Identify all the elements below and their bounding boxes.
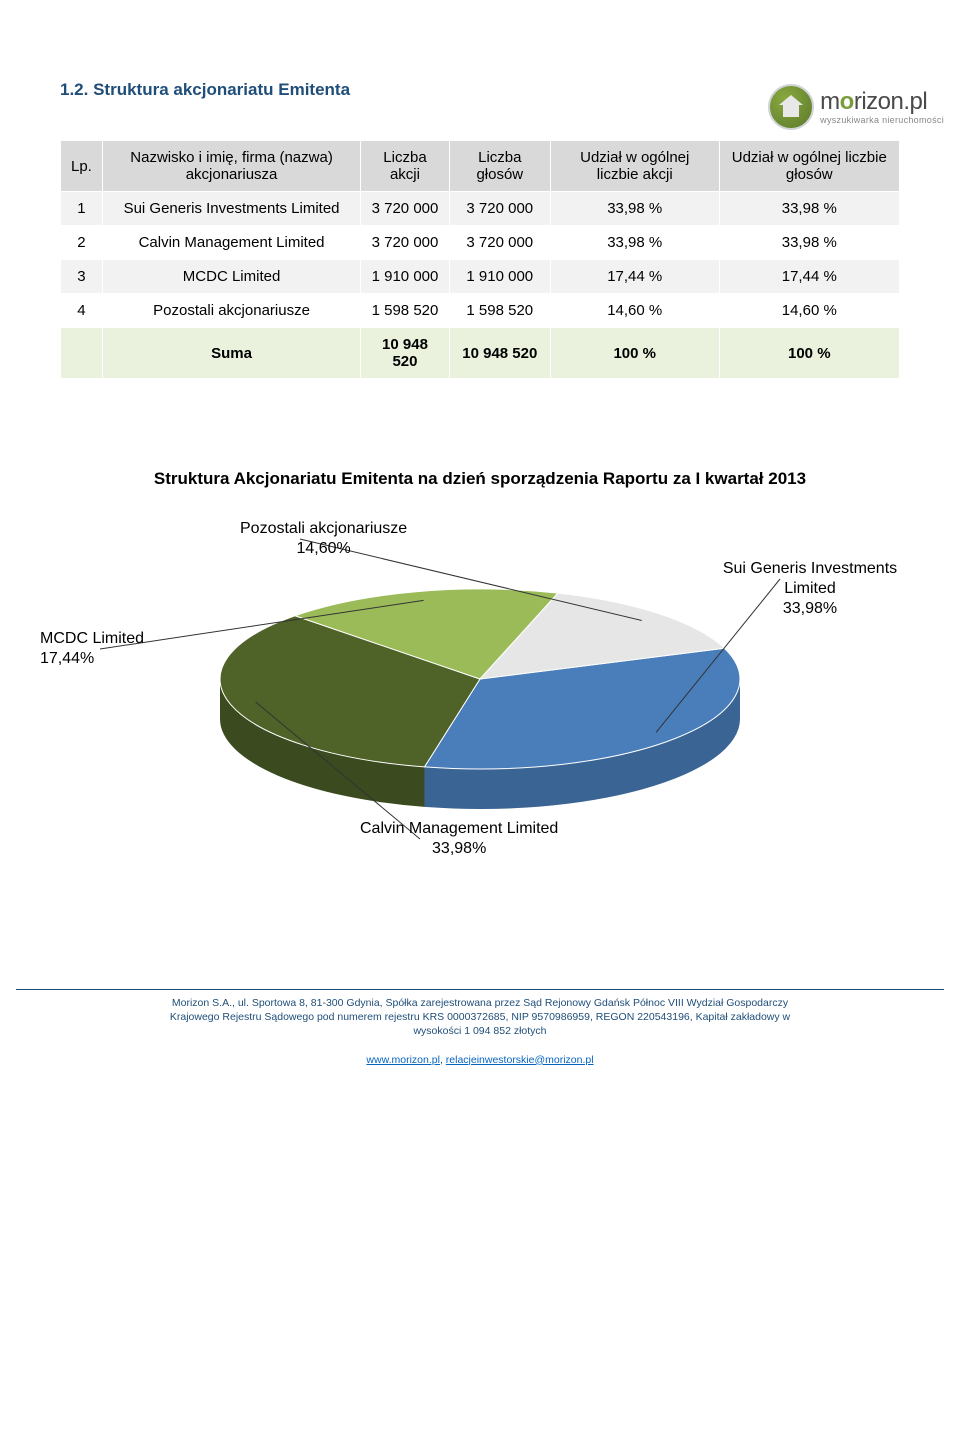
table-cell-votes: 1 910 000 <box>449 260 550 294</box>
brand-logo-icon <box>768 84 814 130</box>
table-cell-name: Suma <box>102 328 360 379</box>
table-cell-share_pct: 33,98 % <box>550 192 719 226</box>
footer-link-site[interactable]: www.morizon.pl <box>366 1054 440 1066</box>
pie-label-calvin: Calvin Management Limited33,98% <box>360 819 558 859</box>
pie-label-pct: 14,60% <box>240 539 407 559</box>
col-shares: Liczba akcji <box>361 141 449 192</box>
table-cell-vote_pct: 100 % <box>719 328 899 379</box>
table-cell-shares: 1 598 520 <box>361 294 449 328</box>
table-cell-shares: 10 948 520 <box>361 328 449 379</box>
table-cell-name: Calvin Management Limited <box>102 226 360 260</box>
pie-label-pozostali: Pozostali akcjonariusze14,60% <box>240 519 407 559</box>
table-row: 3MCDC Limited1 910 0001 910 00017,44 %17… <box>61 260 900 294</box>
col-name: Nazwisko i imię, firma (nazwa) akcjonari… <box>102 141 360 192</box>
pie-label-mcdc: MCDC Limited17,44% <box>40 629 144 669</box>
table-cell-lp: 1 <box>61 192 103 226</box>
table-cell-votes: 1 598 520 <box>449 294 550 328</box>
col-lp: Lp. <box>61 141 103 192</box>
table-header-row: Lp. Nazwisko i imię, firma (nazwa) akcjo… <box>61 141 900 192</box>
brand-logo: morizon.pl wyszukiwarka nieruchomości <box>768 84 944 130</box>
table-sum-row: Suma10 948 52010 948 520100 %100 % <box>61 328 900 379</box>
table-cell-share_pct: 100 % <box>550 328 719 379</box>
shareholders-table: Lp. Nazwisko i imię, firma (nazwa) akcjo… <box>60 140 900 379</box>
brand-tagline: wyszukiwarka nieruchomości <box>820 116 944 125</box>
table-row: 4Pozostali akcjonariusze1 598 5201 598 5… <box>61 294 900 328</box>
table-cell-lp: 2 <box>61 226 103 260</box>
table-cell-name: Sui Generis Investments Limited <box>102 192 360 226</box>
footer-line3: wysokości 1 094 852 złotych <box>413 1025 546 1037</box>
table-cell-vote_pct: 14,60 % <box>719 294 899 328</box>
brand-letters: rizon <box>854 88 904 115</box>
pie-label-sui: Sui Generis Investments Limited33,98% <box>720 559 900 619</box>
table-cell-votes: 3 720 000 <box>449 192 550 226</box>
page-footer: Morizon S.A., ul. Sportowa 8, 81-300 Gdy… <box>16 989 944 1067</box>
footer-link-email[interactable]: relacjeinwestorskie@morizon.pl <box>446 1054 594 1066</box>
footer-line1: Morizon S.A., ul. Sportowa 8, 81-300 Gdy… <box>172 997 788 1009</box>
pie-label-pct: 17,44% <box>40 649 144 669</box>
brand-letter: m <box>820 88 840 115</box>
table-cell-share_pct: 14,60 % <box>550 294 719 328</box>
table-cell-lp: 3 <box>61 260 103 294</box>
table-cell-vote_pct: 17,44 % <box>719 260 899 294</box>
pie-label-text: Pozostali akcjonariusze <box>240 519 407 539</box>
pie-label-pct: 33,98% <box>360 839 558 859</box>
pie-chart: Sui Generis Investments Limited33,98%Cal… <box>60 519 900 879</box>
pie-label-text: Sui Generis Investments Limited <box>720 559 900 599</box>
table-cell-votes: 3 720 000 <box>449 226 550 260</box>
chart-title: Struktura Akcjonariatu Emitenta na dzień… <box>60 469 900 489</box>
brand-logo-text: morizon.pl wyszukiwarka nieruchomości <box>820 90 944 125</box>
footer-line2: Krajowego Rejestru Sądowego pod numerem … <box>170 1011 790 1023</box>
col-vote-pct: Udział w ogólnej liczbie głosów <box>719 141 899 192</box>
table-cell-shares: 1 910 000 <box>361 260 449 294</box>
pie-label-text: MCDC Limited <box>40 629 144 649</box>
table-cell-vote_pct: 33,98 % <box>719 192 899 226</box>
table-cell-vote_pct: 33,98 % <box>719 226 899 260</box>
table-cell-name: MCDC Limited <box>102 260 360 294</box>
table-cell-votes: 10 948 520 <box>449 328 550 379</box>
pie-label-text: Calvin Management Limited <box>360 819 558 839</box>
col-share-pct: Udział w ogólnej liczbie akcji <box>550 141 719 192</box>
table-cell-shares: 3 720 000 <box>361 192 449 226</box>
col-votes: Liczba głosów <box>449 141 550 192</box>
brand-domain: .pl <box>903 88 927 115</box>
table-cell-lp: 4 <box>61 294 103 328</box>
pie-label-pct: 33,98% <box>720 599 900 619</box>
table-cell-name: Pozostali akcjonariusze <box>102 294 360 328</box>
brand-letter-accent: o <box>840 88 854 115</box>
table-cell-share_pct: 17,44 % <box>550 260 719 294</box>
table-cell-share_pct: 33,98 % <box>550 226 719 260</box>
table-row: 2Calvin Management Limited3 720 0003 720… <box>61 226 900 260</box>
table-cell-shares: 3 720 000 <box>361 226 449 260</box>
table-cell-lp <box>61 328 103 379</box>
table-row: 1Sui Generis Investments Limited3 720 00… <box>61 192 900 226</box>
